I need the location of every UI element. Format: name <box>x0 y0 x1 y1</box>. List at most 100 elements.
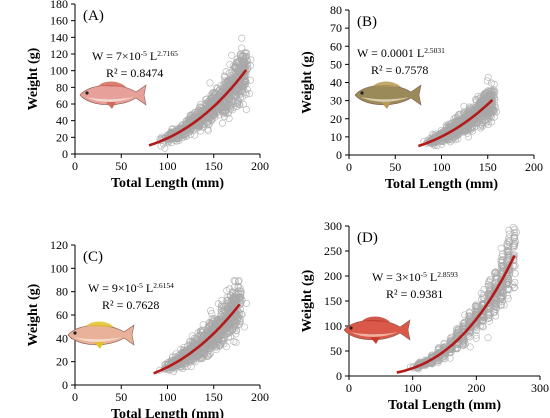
fit-curve <box>417 98 494 148</box>
data-point <box>468 106 476 114</box>
x-axis-label: Total Length (mm) <box>388 398 501 413</box>
y-tick-label: 20 <box>330 112 342 126</box>
data-point <box>505 230 513 238</box>
data-point <box>503 292 511 300</box>
y-tick-label: 100 <box>324 319 342 333</box>
r-squared-label: R² = 0.7628 <box>102 298 159 312</box>
equation-power: 2.5031 <box>424 46 445 55</box>
data-point <box>217 311 225 319</box>
data-point <box>238 78 246 86</box>
x-tick-label: 100 <box>433 160 451 174</box>
data-point <box>242 49 250 57</box>
data-point <box>221 109 229 117</box>
data-point <box>504 274 512 283</box>
data-point <box>191 131 199 139</box>
data-point <box>485 87 494 95</box>
data-point <box>208 310 216 318</box>
data-point <box>232 338 240 347</box>
fish-pelvic-fin <box>106 102 116 109</box>
chart-panel-c: 0 50 100 150 200 0 20 40 60 80 100 120 Total Length … <box>26 238 269 418</box>
data-point <box>235 320 244 328</box>
data-point <box>487 103 495 111</box>
data-point <box>458 322 466 331</box>
data-point <box>225 69 233 77</box>
y-tick-label: 40 <box>56 114 68 128</box>
panel-label: (B) <box>357 14 377 30</box>
data-point <box>223 329 231 337</box>
x-axis-label: Total Length (mm) <box>111 176 224 191</box>
data-point <box>201 95 210 104</box>
y-tick-label: 80 <box>56 285 68 299</box>
data-point <box>232 87 240 95</box>
equation-length-term: L <box>427 270 437 284</box>
data-point <box>498 293 506 301</box>
panel-label: (C) <box>83 249 103 265</box>
x-tick-label: 200 <box>251 159 269 173</box>
data-point <box>479 323 487 331</box>
data-point <box>238 311 246 319</box>
data-point <box>490 80 498 88</box>
data-point <box>491 88 499 96</box>
data-point <box>453 326 461 334</box>
data-point <box>472 307 481 316</box>
data-point <box>505 238 513 246</box>
data-point <box>480 285 488 294</box>
data-point <box>226 87 234 95</box>
data-point <box>230 299 238 307</box>
data-point <box>238 53 246 61</box>
data-point <box>493 303 501 312</box>
data-point <box>184 357 192 365</box>
y-tick-label: 0 <box>62 147 68 161</box>
chart-panel-d: 0 100 200 300 0 50 100 150 200 250 300 Total Length… <box>300 219 549 413</box>
data-point <box>194 342 203 351</box>
data-point <box>213 107 221 116</box>
equation-length-term: L <box>414 46 424 60</box>
data-point <box>228 51 236 59</box>
data-point <box>447 333 455 341</box>
data-point <box>185 116 193 124</box>
data-point <box>486 275 494 284</box>
x-tick-label: 200 <box>525 160 543 174</box>
data-point <box>203 100 211 108</box>
equation-length-term: L <box>143 281 153 295</box>
data-point <box>217 95 225 103</box>
data-point <box>212 94 220 102</box>
x-tick-label: 0 <box>72 159 78 173</box>
data-point <box>180 130 188 138</box>
r-squared-label: R² = 0.7578 <box>371 63 428 77</box>
data-point <box>189 127 197 135</box>
y-tick-label: 0 <box>336 369 342 383</box>
data-point <box>222 316 230 324</box>
data-point <box>211 341 219 349</box>
data-point <box>222 68 230 76</box>
data-point <box>452 132 460 140</box>
data-point <box>212 105 221 113</box>
fish-belly <box>86 97 134 102</box>
y-tick-label: 40 <box>56 331 68 345</box>
data-point <box>234 316 242 324</box>
regression-equation: W = 7×10-5 L2.7165 <box>92 49 178 64</box>
data-point <box>222 97 230 105</box>
y-tick-label: 120 <box>50 238 68 252</box>
data-point <box>458 120 466 128</box>
data-point <box>460 107 468 116</box>
data-point <box>207 307 215 315</box>
fish-dorsal-fin <box>373 81 401 87</box>
fish-eye <box>349 326 353 330</box>
data-point <box>452 331 460 339</box>
x-tick-label: 300 <box>531 381 549 395</box>
y-tick-label: 10 <box>330 130 342 144</box>
data-point <box>187 363 195 371</box>
data-point <box>176 356 184 365</box>
data-point <box>491 312 500 320</box>
data-point <box>233 311 241 319</box>
data-point <box>196 327 204 335</box>
data-point <box>214 300 222 308</box>
data-point <box>235 276 243 285</box>
data-point <box>496 294 505 302</box>
data-point <box>478 307 486 315</box>
data-point <box>483 110 491 118</box>
y-tick-label: 250 <box>324 244 342 258</box>
y-tick-label: 160 <box>50 14 68 28</box>
data-point <box>471 303 479 311</box>
